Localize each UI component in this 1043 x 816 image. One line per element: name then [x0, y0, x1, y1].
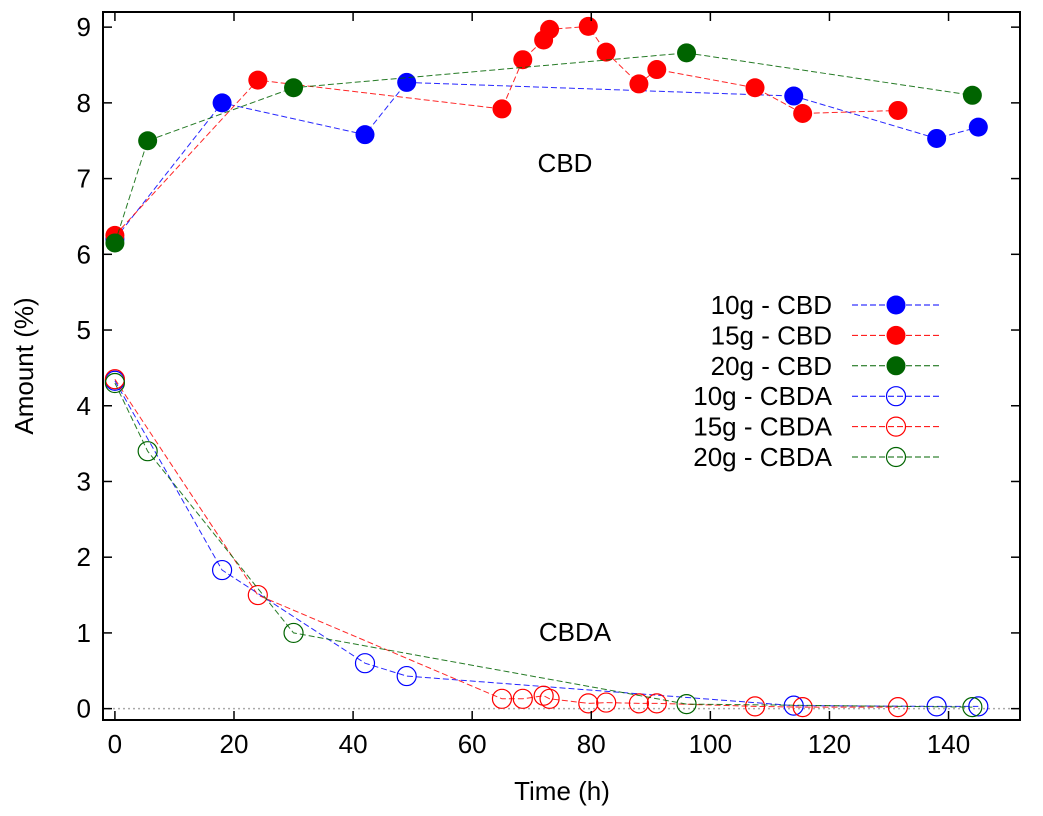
data-point [104, 372, 126, 394]
data-point [596, 692, 617, 713]
data-point [676, 693, 697, 715]
legend-marker [886, 325, 906, 345]
legend-marker [886, 356, 906, 376]
data-point [784, 86, 804, 106]
data-point [283, 622, 304, 644]
data-point [578, 693, 599, 714]
data-point [539, 688, 560, 709]
y-tick-label: 5 [77, 315, 91, 345]
data-point [512, 688, 533, 709]
legend-marker [885, 446, 907, 468]
data-point [284, 78, 304, 98]
data-point [492, 99, 512, 119]
legend-marker [885, 416, 907, 437]
x-tick-label: 40 [339, 729, 368, 759]
legend-marker [886, 295, 906, 315]
data-point [744, 696, 766, 717]
series-20g-cbd [105, 43, 982, 253]
x-tick-label: 0 [108, 729, 122, 759]
data-point [491, 688, 513, 709]
data-point [887, 697, 909, 718]
data-point [793, 103, 813, 123]
x-tick-label: 80 [577, 729, 606, 759]
data-point [596, 42, 616, 62]
x-tick-label: 100 [689, 729, 732, 759]
data-point [354, 653, 376, 674]
y-tick-label: 6 [77, 239, 91, 269]
legend-label: 10g - CBD [711, 290, 832, 320]
x-tick-label: 140 [927, 729, 970, 759]
series-line [114, 382, 973, 708]
data-point [962, 697, 983, 718]
data-point [211, 559, 233, 581]
data-point [355, 125, 375, 145]
legend-marker [885, 386, 907, 407]
data-point [962, 85, 982, 105]
plot-frame [102, 11, 1021, 721]
y-tick-label: 9 [77, 12, 91, 42]
series-line [114, 378, 898, 708]
y-tick-label: 2 [77, 542, 91, 572]
x-tick-label: 120 [808, 729, 851, 759]
legend-label: 20g - CBD [711, 351, 832, 381]
data-point [646, 693, 667, 714]
data-point [212, 93, 232, 113]
y-tick-label: 8 [77, 88, 91, 118]
x-tick-label: 20 [220, 729, 249, 759]
series-line [114, 25, 898, 236]
y-tick-label: 4 [77, 391, 91, 421]
data-point [540, 19, 560, 39]
x-axis-label: Time (h) [514, 776, 610, 806]
series-20g-cbda [104, 372, 983, 718]
y-tick-label: 3 [77, 466, 91, 496]
data-point [105, 233, 125, 253]
data-point [578, 16, 598, 36]
data-point [792, 697, 813, 718]
data-point [677, 43, 697, 63]
series-10g-cbda [104, 370, 989, 717]
y-tick-label: 1 [77, 618, 91, 648]
data-point [138, 131, 158, 151]
annotation-cbd: CBD [538, 148, 593, 178]
data-point [247, 584, 268, 606]
data-point [647, 60, 667, 80]
y-tick-label: 7 [77, 164, 91, 194]
data-point [628, 693, 650, 714]
data-point [397, 72, 417, 92]
data-point [888, 100, 908, 120]
data-point [248, 70, 268, 90]
series-15g-cbd [105, 16, 908, 245]
annotation-cbda: CBDA [539, 617, 612, 647]
data-point [968, 117, 988, 137]
data-point [513, 50, 533, 70]
x-tick-label: 60 [458, 729, 487, 759]
y-tick-label: 0 [77, 694, 91, 724]
legend-label: 10g - CBDA [693, 381, 832, 411]
data-point [533, 685, 554, 706]
data-point [104, 369, 126, 390]
series-15g-cbda [104, 369, 909, 718]
data-point [629, 74, 649, 94]
data-point [137, 441, 158, 462]
legend-label: 15g - CBDA [693, 412, 832, 442]
data-point [927, 128, 947, 148]
data-point [396, 665, 417, 687]
data-point [745, 78, 765, 98]
data-point [968, 696, 989, 717]
legend-label: 20g - CBDA [693, 442, 832, 472]
series-line [114, 380, 979, 707]
legend-label: 15g - CBD [711, 320, 832, 350]
y-axis-label: Amount (%) [9, 297, 39, 434]
